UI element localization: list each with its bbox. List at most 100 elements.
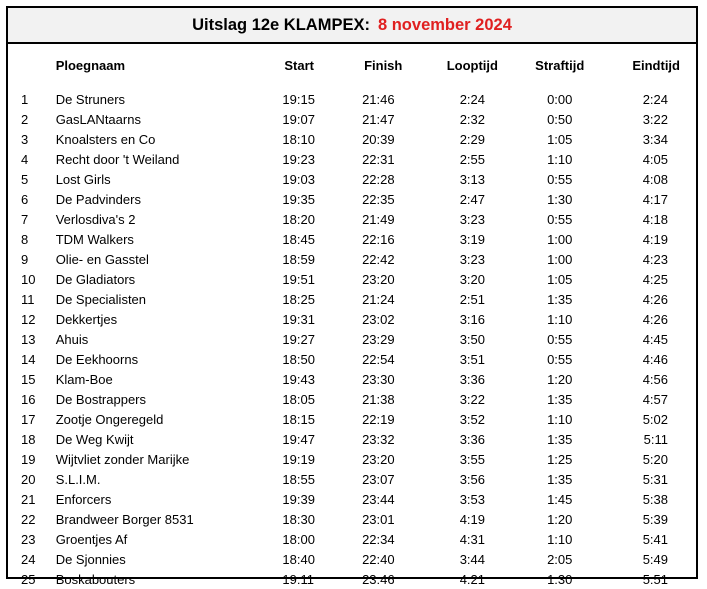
cell-looptijd: 3:22 — [459, 391, 485, 407]
cell-ploegnaam: Zootje Ongeregeld — [55, 411, 164, 427]
cell-eindtijd: 3:22 — [642, 111, 668, 127]
cell-start: 18:50 — [282, 351, 315, 367]
cell-rank: 21 — [21, 491, 36, 507]
cell-rank: 17 — [21, 411, 36, 427]
cell-looptijd: 4:19 — [459, 511, 485, 527]
cell-straftijd: 1:35 — [547, 291, 573, 307]
cell-start: 19:31 — [282, 311, 315, 327]
cell-finish: 22:35 — [362, 191, 395, 207]
cell-straftijd: 1:00 — [547, 251, 573, 267]
cell-straftijd: 1:05 — [547, 271, 573, 287]
cell-looptijd: 3:16 — [459, 311, 485, 327]
cell-ploegnaam: Wijtvliet zonder Marijke — [55, 451, 190, 467]
cell-ploegnaam: S.L.I.M. — [55, 471, 101, 487]
cell-ploegnaam: De Specialisten — [55, 291, 147, 307]
cell-eindtijd: 4:56 — [642, 371, 668, 387]
cell-finish: 23:32 — [362, 431, 395, 447]
cell-straftijd: 1:20 — [547, 511, 573, 527]
cell-ploegnaam: De Weg Kwijt — [55, 431, 134, 447]
table-body: 1 De Struners 19:15 21:46 2:24 0:00 2:24 2 GasLA… — [8, 89, 696, 589]
cell-rank: 13 — [21, 331, 36, 347]
cell-straftijd: 1:10 — [547, 151, 573, 167]
header-ploegnaam: Ploegnaam — [55, 57, 126, 73]
cell-eindtijd: 5:20 — [642, 451, 668, 467]
cell-looptijd: 3:36 — [459, 371, 485, 387]
cell-finish: 23:20 — [362, 451, 395, 467]
cell-finish: 23:30 — [362, 371, 395, 387]
cell-straftijd: 0:55 — [547, 171, 573, 187]
cell-looptijd: 3:19 — [459, 231, 485, 247]
results-sheet: Uitslag 12e KLAMPEX: 8 november 2024 Plo… — [6, 6, 698, 587]
cell-ploegnaam: TDM Walkers — [55, 231, 134, 247]
cell-eindtijd: 5:51 — [642, 571, 668, 587]
cell-start: 18:45 — [282, 231, 315, 247]
cell-looptijd: 3:44 — [459, 551, 485, 567]
cell-finish: 21:24 — [362, 291, 395, 307]
cell-straftijd: 0:55 — [547, 351, 573, 367]
cell-looptijd: 4:31 — [459, 531, 485, 547]
table-row: 17 Zootje Ongeregeld 18:15 22:19 3:52 1:10 5:0… — [8, 409, 696, 429]
table-header: Ploegnaam Start Finish Looptijd Straftij… — [8, 54, 696, 89]
cell-finish: 22:31 — [362, 151, 395, 167]
cell-looptijd: 2:47 — [459, 191, 485, 207]
cell-start: 19:35 — [282, 191, 315, 207]
table-row: 16 De Bostrappers 18:05 21:38 3:22 1:35 4:57 — [8, 389, 696, 409]
table-row: 3 Knoalsters en Co 18:10 20:39 2:29 1:05 3:34 — [8, 129, 696, 149]
cell-start: 19:15 — [282, 91, 315, 107]
cell-rank: 19 — [21, 451, 36, 467]
cell-straftijd: 1:35 — [547, 431, 573, 447]
cell-ploegnaam: Verlosdiva's 2 — [55, 211, 136, 227]
cell-finish: 22:34 — [362, 531, 395, 547]
cell-rank: 25 — [21, 571, 36, 587]
cell-start: 18:59 — [282, 251, 315, 267]
table-row: 23 Groentjes Af 18:00 22:34 4:31 1:10 5:41 — [8, 529, 696, 549]
cell-eindtijd: 2:24 — [642, 91, 668, 107]
cell-finish: 23:01 — [362, 511, 395, 527]
cell-ploegnaam: De Sjonnies — [55, 551, 126, 567]
cell-straftijd: 0:00 — [547, 91, 573, 107]
cell-finish: 22:54 — [362, 351, 395, 367]
cell-start: 19:11 — [282, 571, 314, 587]
cell-eindtijd: 4:08 — [642, 171, 668, 187]
cell-ploegnaam: Olie- en Gasstel — [55, 251, 149, 267]
header-finish: Finish — [364, 57, 403, 73]
cell-ploegnaam: Dekkertjes — [55, 311, 118, 327]
cell-looptijd: 2:32 — [459, 111, 485, 127]
cell-looptijd: 3:23 — [459, 251, 485, 267]
table-row: 6 De Padvinders 19:35 22:35 2:47 1:30 4:17 — [8, 189, 696, 209]
cell-eindtijd: 3:34 — [642, 131, 668, 147]
table-row: 13 Ahuis 19:27 23:29 3:50 0:55 4:45 — [8, 329, 696, 349]
cell-straftijd: 2:05 — [547, 551, 573, 567]
cell-looptijd: 3:52 — [459, 411, 485, 427]
cell-eindtijd: 4:25 — [642, 271, 668, 287]
cell-finish: 21:47 — [362, 111, 395, 127]
cell-looptijd: 4:21 — [459, 571, 485, 587]
cell-straftijd: 1:00 — [547, 231, 573, 247]
cell-looptijd: 2:29 — [459, 131, 485, 147]
cell-finish: 22:42 — [362, 251, 395, 267]
cell-eindtijd: 5:39 — [642, 511, 668, 527]
cell-straftijd: 1:10 — [547, 531, 573, 547]
cell-eindtijd: 4:19 — [642, 231, 668, 247]
table-row: 5 Lost Girls 19:03 22:28 3:13 0:55 4:08 — [8, 169, 696, 189]
cell-rank: 18 — [21, 431, 36, 447]
cell-ploegnaam: De Struners — [55, 91, 126, 107]
cell-looptijd: 2:51 — [459, 291, 485, 307]
cell-finish: 22:19 — [362, 411, 395, 427]
header-eindtijd: Eindtijd — [632, 57, 680, 73]
cell-start: 18:25 — [282, 291, 315, 307]
cell-rank: 9 — [21, 251, 29, 267]
cell-straftijd: 1:30 — [547, 191, 573, 207]
cell-rank: 10 — [21, 271, 36, 287]
table-row: 18 De Weg Kwijt 19:47 23:32 3:36 1:35 5:11 — [8, 429, 696, 449]
cell-start: 18:55 — [282, 471, 315, 487]
cell-eindtijd: 5:41 — [642, 531, 668, 547]
cell-straftijd: 1:30 — [547, 571, 573, 587]
table-row: 7 Verlosdiva's 2 18:20 21:49 3:23 0:55 4:18 — [8, 209, 696, 229]
table-row: 25 Boskabouters 19:11 23:46 4:21 1:30 5:51 — [8, 569, 696, 589]
cell-rank: 5 — [21, 171, 29, 187]
cell-start: 19:51 — [282, 271, 315, 287]
cell-rank: 16 — [21, 391, 36, 407]
cell-rank: 2 — [21, 111, 29, 127]
cell-rank: 22 — [21, 511, 36, 527]
